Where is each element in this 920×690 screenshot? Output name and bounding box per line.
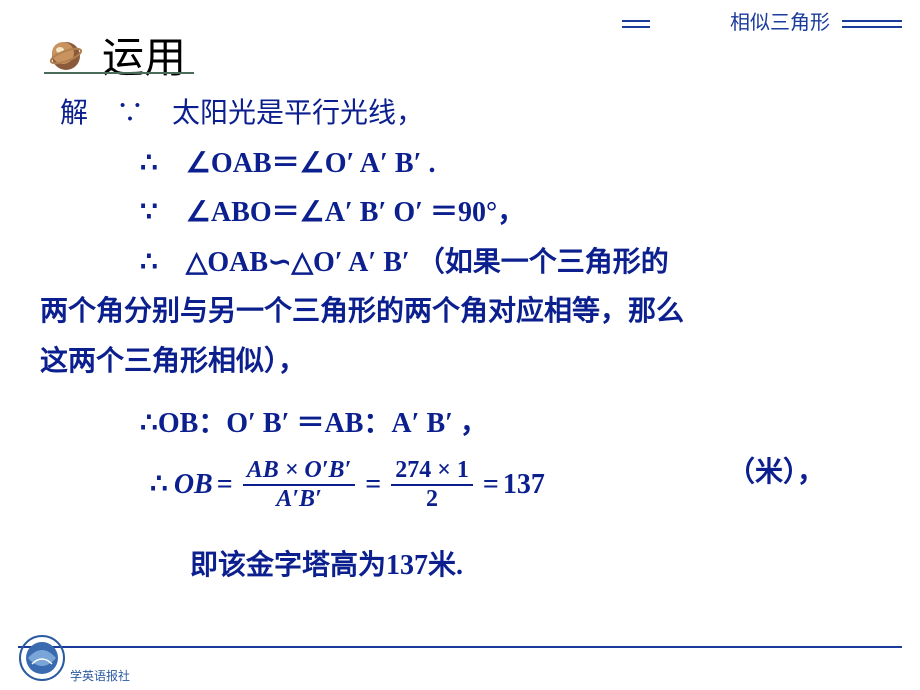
unit-label: （米），	[727, 450, 825, 490]
eq-lhs: OB	[174, 461, 213, 509]
brand-logo-icon	[18, 634, 66, 682]
eq-f2-num: 274 × 1	[391, 457, 473, 485]
title-underline	[44, 72, 194, 74]
title-row: 运用	[44, 24, 186, 85]
line-5: 两个角分别与另一个三角形的两个角对应相等，那么	[40, 288, 890, 336]
line-2: ∴ ∠OAB＝∠O′ A′ B′ .	[40, 140, 890, 188]
eq-f1-num: AB × O′B′	[243, 457, 356, 485]
eq-sign-1: =	[217, 461, 233, 509]
line-1-txt: 太阳光是平行光线，	[172, 98, 424, 129]
eq-f2-den: 2	[422, 486, 442, 512]
line-1-pre: 解 ∵	[60, 98, 172, 129]
line-6: 这两个三角形相似），	[40, 338, 890, 386]
eq-sign-3: =	[483, 461, 499, 509]
brand-text: 学英语报社	[70, 667, 130, 684]
line-3: ∵ ∠ABO＝∠A′ B′ O′ ＝90°，	[40, 189, 890, 237]
footer-rule	[18, 646, 902, 648]
globe-icon	[44, 36, 92, 74]
eq-frac-2: 274 × 1 2	[391, 457, 473, 512]
eq-f1-den: A′B′	[272, 486, 326, 512]
content: 解 ∵ 太阳光是平行光线， ∴ ∠OAB＝∠O′ A′ B′ . ∵ ∠ABO＝…	[40, 90, 890, 592]
title-text: 运用	[102, 24, 186, 85]
eq-rhs: 137	[503, 461, 545, 509]
header-label: 相似三角形	[730, 6, 830, 35]
line-1: 解 ∵ 太阳光是平行光线，	[40, 90, 890, 138]
eq-therefore: ∴	[150, 461, 168, 509]
line-7: ∴OB：O′ B′ ＝AB：A′ B′ ，	[40, 400, 890, 448]
header-rule-right	[842, 20, 902, 28]
eq-sign-2: =	[365, 461, 381, 509]
header-rule-left	[622, 20, 650, 28]
line-4: ∴ △OAB∽△O′ A′ B′ （如果一个三角形的	[40, 239, 890, 287]
eq-frac-1: AB × O′B′ A′B′	[243, 457, 356, 512]
conclusion: 即该金字塔高为137米.	[40, 542, 890, 590]
